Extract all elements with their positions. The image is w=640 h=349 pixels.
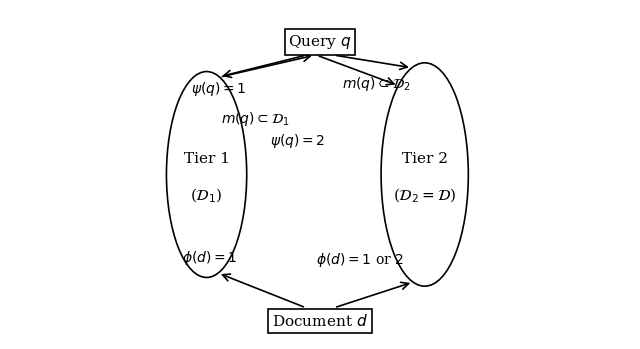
Ellipse shape <box>166 72 246 277</box>
Text: Tier 2: Tier 2 <box>402 152 448 166</box>
Text: Document $d$: Document $d$ <box>272 313 368 329</box>
Text: $m(q) \subset \mathcal{D}_1$: $m(q) \subset \mathcal{D}_1$ <box>221 110 290 128</box>
Text: ($\mathcal{D}_1$): ($\mathcal{D}_1$) <box>191 186 223 205</box>
Text: Query $q$: Query $q$ <box>289 33 351 51</box>
Ellipse shape <box>381 63 468 286</box>
Text: $m(q) \subset \mathcal{D}_2$: $m(q) \subset \mathcal{D}_2$ <box>342 75 410 93</box>
Text: $\phi(d) = 1$: $\phi(d) = 1$ <box>182 249 238 267</box>
Text: $\psi(q) = 1$: $\psi(q) = 1$ <box>191 80 246 98</box>
Text: $\psi(q) = 2$: $\psi(q) = 2$ <box>269 132 325 150</box>
Text: ($\mathcal{D}_2 = \mathcal{D}$): ($\mathcal{D}_2 = \mathcal{D}$) <box>393 186 456 205</box>
Text: $\phi(d) = 1$ or $2$: $\phi(d) = 1$ or $2$ <box>316 251 404 269</box>
Text: Tier 1: Tier 1 <box>184 152 230 166</box>
